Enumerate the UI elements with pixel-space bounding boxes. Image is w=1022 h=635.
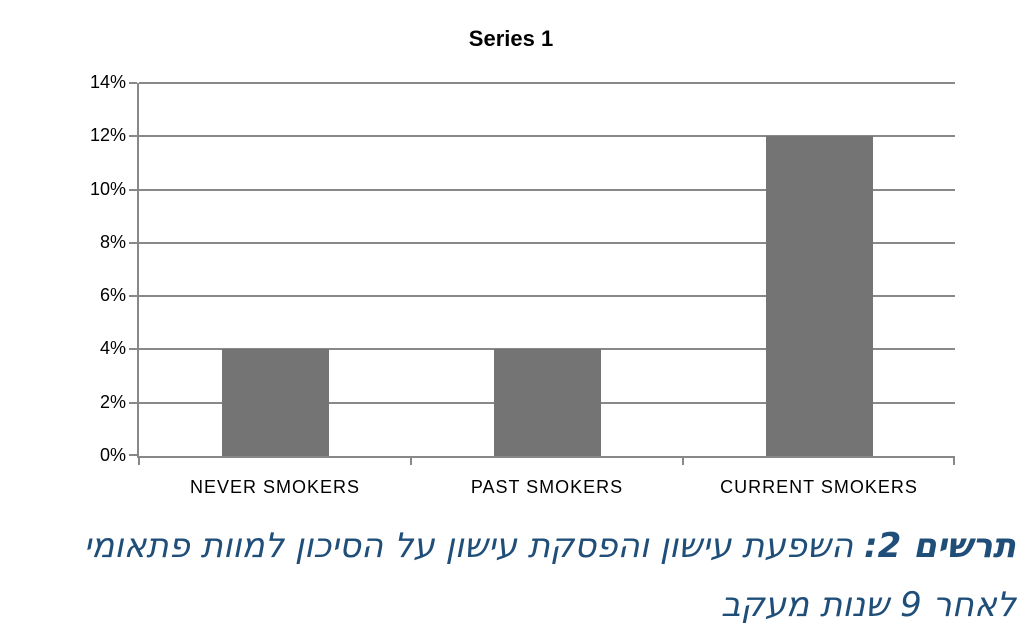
caption-label: תרשים 2: [864, 526, 1016, 566]
x-axis-category-label: NEVER SMOKERS [189, 477, 361, 497]
x-axis-tick [138, 456, 140, 465]
y-axis-tick-label: 2% [99, 392, 126, 412]
y-axis-tick [129, 348, 137, 350]
y-axis-tick-label: 12% [89, 125, 126, 145]
gridline [139, 135, 955, 137]
y-axis-tick-label: 8% [99, 232, 126, 252]
figure-caption: תרשים 2: השפעת עישון והפסקת עישון על הסי… [0, 517, 1016, 635]
caption-text-line2: לאחר 9 שנות מעקב [721, 585, 1016, 625]
gridline [139, 295, 955, 297]
y-axis-tick-label: 14% [89, 72, 126, 92]
chart-title: Series 1 [468, 26, 554, 51]
x-axis-tick [682, 456, 684, 465]
y-axis-tick-label: 4% [99, 338, 126, 358]
y-axis-tick [129, 402, 137, 404]
bar [222, 349, 329, 456]
y-axis-tick-label: 10% [89, 179, 126, 199]
y-axis-tick [129, 295, 137, 297]
y-axis-tick [129, 189, 137, 191]
y-axis-tick [129, 135, 137, 137]
bar [766, 136, 873, 456]
y-axis-tick [129, 454, 137, 456]
x-axis-tick [953, 456, 955, 465]
y-axis-tick-label: 0% [99, 445, 126, 465]
y-axis-tick [129, 242, 137, 244]
x-axis-tick [410, 456, 412, 465]
y-axis-tick-label: 6% [99, 285, 126, 305]
caption-text-line1: השפעת עישון והפסקת עישון על הסיכון למוות… [83, 526, 854, 566]
y-axis-tick [129, 82, 137, 84]
gridline [139, 242, 955, 244]
plot-area: 0% 2% 4% 6% 8% 10% 12% 14% NEVER SMOKERS PAST SMO… [90, 72, 955, 497]
bar [494, 349, 601, 456]
x-axis-category-label: PAST SMOKERS [470, 477, 624, 497]
gridline [139, 189, 955, 191]
x-axis-category-label: CURRENT SMOKERS [720, 477, 918, 497]
gridline [139, 82, 955, 84]
